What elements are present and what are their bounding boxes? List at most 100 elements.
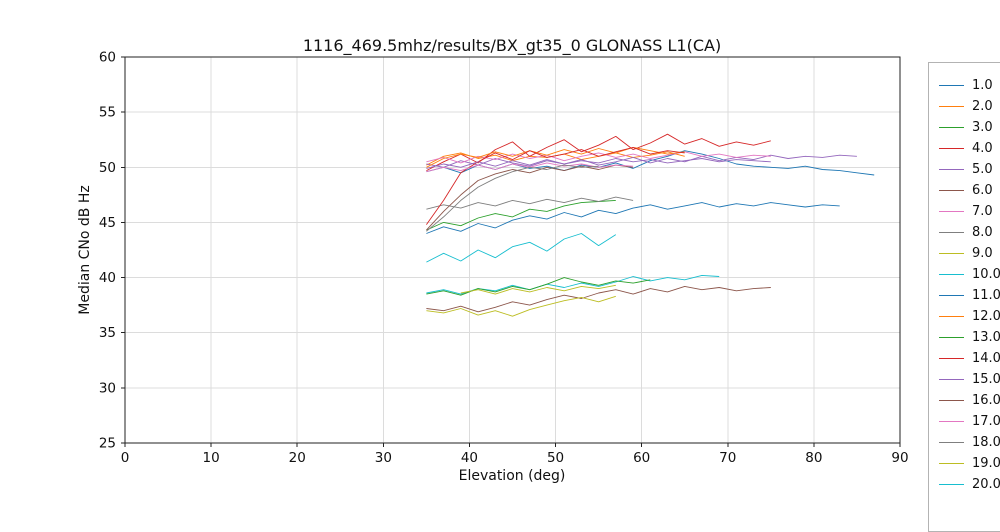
series-line-20.0 — [426, 233, 617, 263]
legend-line-sample — [939, 190, 964, 191]
legend-label: 18.0 — [972, 435, 1000, 450]
legend-item-20.0: 20.0 — [939, 474, 1000, 495]
legend-line-sample — [939, 232, 964, 233]
legend-label: 15.0 — [972, 372, 1000, 387]
legend-label: 13.0 — [972, 330, 1000, 345]
series-line-7.0 — [426, 151, 771, 164]
chart-title: 1116_469.5mhz/results/BX_gt35_0 GLONASS … — [302, 36, 722, 55]
legend-line-sample — [939, 337, 964, 338]
x-tick-label-50: 50 — [547, 450, 564, 466]
series-line-6.0 — [426, 285, 771, 313]
legend-label: 4.0 — [972, 141, 993, 156]
legend-line-sample — [939, 127, 964, 128]
series-line-18.0 — [426, 164, 599, 232]
legend-line-sample — [939, 316, 964, 317]
series-line-13.0 — [426, 277, 651, 296]
x-tick-label-90: 90 — [891, 450, 908, 466]
y-tick-label-60: 60 — [99, 50, 116, 66]
legend-item-10.0: 10.0 — [939, 264, 1000, 285]
y-tick-label-30: 30 — [99, 380, 116, 396]
legend-line-sample — [939, 148, 964, 149]
legend-line-sample — [939, 358, 964, 359]
series-line-14.0 — [426, 146, 685, 225]
legend-label: 14.0 — [972, 351, 1000, 366]
x-tick-label-10: 10 — [203, 450, 220, 466]
legend-label: 9.0 — [972, 246, 993, 261]
legend-label: 1.0 — [972, 78, 993, 93]
legend-item-14.0: 14.0 — [939, 348, 1000, 369]
legend-label: 12.0 — [972, 309, 1000, 324]
x-axis-label: Elevation (deg) — [458, 468, 566, 484]
legend-line-sample — [939, 484, 964, 485]
legend-label: 2.0 — [972, 99, 993, 114]
legend-item-11.0: 11.0 — [939, 285, 1000, 306]
legend-line-sample — [939, 274, 964, 275]
legend-item-2.0: 2.0 — [939, 96, 1000, 117]
plot-canvas: 0 10 20 30 40 50 60 70 80 90 25 30 35 40 45 50 55 60 — [99, 50, 909, 467]
legend-label: 16.0 — [972, 393, 1000, 408]
legend-item-19.0: 19.0 — [939, 453, 1000, 474]
figure: 0 10 20 30 40 50 60 70 80 90 25 30 35 40 45 50 55 60 1116… — [77, 36, 1000, 532]
y-tick-label-45: 45 — [99, 215, 116, 231]
x-tick-label-20: 20 — [289, 450, 306, 466]
legend-item-7.0: 7.0 — [939, 201, 1000, 222]
legend-line-sample — [939, 400, 964, 401]
y-tick-label-25: 25 — [99, 436, 116, 452]
x-tick-label-40: 40 — [461, 450, 478, 466]
legend-label: 8.0 — [972, 225, 993, 240]
legend-line-sample — [939, 106, 964, 107]
plot-border — [124, 56, 901, 444]
legend-item-13.0: 13.0 — [939, 327, 1000, 348]
legend: 1.0 2.0 3.0 4.0 5.0 6.0 7.0 8.0 9.0 10.0 11.0 12.0 1… — [928, 62, 1000, 532]
series-line-12.0 — [426, 146, 685, 168]
legend-line-sample — [939, 85, 964, 86]
series-line-11.0 — [426, 202, 840, 234]
legend-item-8.0: 8.0 — [939, 222, 1000, 243]
legend-item-15.0: 15.0 — [939, 369, 1000, 390]
legend-line-sample — [939, 421, 964, 422]
legend-item-16.0: 16.0 — [939, 390, 1000, 411]
legend-item-18.0: 18.0 — [939, 432, 1000, 453]
legend-item-4.0: 4.0 — [939, 138, 1000, 159]
legend-item-17.0: 17.0 — [939, 411, 1000, 432]
series-line-19.0 — [460, 284, 616, 295]
y-tick-label-40: 40 — [99, 270, 116, 286]
legend-label: 7.0 — [972, 204, 993, 219]
legend-label: 19.0 — [972, 456, 1000, 471]
series-line-3.0 — [426, 199, 616, 231]
legend-item-1.0: 1.0 — [939, 75, 1000, 96]
legend-label: 20.0 — [972, 477, 1000, 492]
legend-line-sample — [939, 463, 964, 464]
legend-item-5.0: 5.0 — [939, 159, 1000, 180]
legend-line-sample — [939, 169, 964, 170]
legend-label: 6.0 — [972, 183, 993, 198]
y-tick-label-50: 50 — [99, 160, 116, 176]
x-tick-label-30: 30 — [375, 450, 392, 466]
legend-label: 11.0 — [972, 288, 1000, 303]
series-line-9.0 — [426, 295, 616, 317]
x-tick-label-80: 80 — [805, 450, 822, 466]
legend-line-sample — [939, 295, 964, 296]
y-axis-label: Median CNo dB Hz — [77, 185, 93, 315]
legend-line-sample — [939, 211, 964, 212]
series-line-16.0 — [426, 164, 634, 231]
legend-label: 17.0 — [972, 414, 1000, 429]
legend-item-6.0: 6.0 — [939, 180, 1000, 201]
x-tick-label-0: 0 — [121, 450, 130, 466]
legend-line-sample — [939, 253, 964, 254]
legend-line-sample — [939, 379, 964, 380]
series-line-5.0 — [426, 154, 857, 168]
legend-line-sample — [939, 442, 964, 443]
x-tick-label-70: 70 — [719, 450, 736, 466]
legend-label: 10.0 — [972, 267, 1000, 282]
legend-label: 3.0 — [972, 120, 993, 135]
x-tick-label-60: 60 — [633, 450, 650, 466]
y-tick-label-35: 35 — [99, 325, 116, 341]
series-line-8.0 — [426, 196, 634, 210]
legend-label: 5.0 — [972, 162, 993, 177]
series-line-15.0 — [426, 158, 771, 169]
legend-item-3.0: 3.0 — [939, 117, 1000, 138]
y-tick-label-55: 55 — [99, 105, 116, 121]
legend-item-9.0: 9.0 — [939, 243, 1000, 264]
legend-item-12.0: 12.0 — [939, 306, 1000, 327]
